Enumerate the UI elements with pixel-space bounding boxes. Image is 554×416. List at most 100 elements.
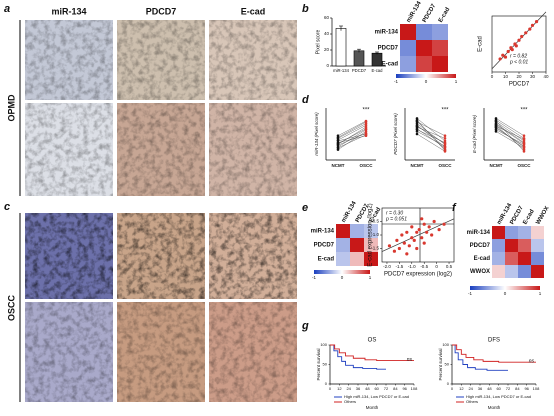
- x-tick-label: OSCC: [517, 163, 531, 168]
- annotation: ***: [520, 108, 528, 114]
- x-tick-label: 12: [459, 386, 464, 391]
- point: [425, 230, 429, 234]
- point: [415, 118, 419, 122]
- panel-label: c: [4, 201, 10, 213]
- y-tick-label: 0: [447, 381, 450, 386]
- panel-label: e: [302, 202, 308, 214]
- colorbar-tick-label: 0: [425, 79, 428, 84]
- point: [336, 138, 340, 142]
- x-tick-label: 24: [468, 386, 473, 391]
- colorbar-tick-label: 1: [539, 291, 542, 296]
- point: [520, 34, 524, 39]
- annotation: r = 0.82: [510, 53, 527, 59]
- x-tick-label: 20: [516, 74, 522, 79]
- pair-line: [495, 123, 525, 143]
- point: [442, 222, 446, 226]
- x-tick-label: 0: [451, 386, 454, 391]
- x-tick-label: 72: [384, 386, 389, 391]
- heatmap-cell: [364, 238, 378, 252]
- x-tick-label: miR-134: [333, 68, 349, 73]
- point: [415, 246, 419, 251]
- pair-line: [416, 128, 446, 149]
- x-tick-label: NCMT: [332, 163, 345, 168]
- point: [410, 236, 414, 240]
- panel-label: d: [302, 94, 309, 106]
- x-tick-label: 10: [503, 74, 509, 79]
- y-axis-label: Percent survival: [316, 348, 321, 380]
- point: [517, 38, 521, 42]
- column-label: E-cad: [522, 208, 536, 225]
- heatmap-cell: [531, 239, 544, 252]
- x-tick-label: 48: [365, 386, 370, 391]
- row-label: OSCC: [6, 295, 16, 322]
- column-header: PDCD7: [146, 6, 177, 16]
- micrograph-texture: [25, 213, 113, 299]
- x-tick-label: -2.0: [383, 264, 391, 269]
- x-tick-label: 36: [356, 386, 361, 391]
- annotation: ns: [529, 358, 535, 364]
- x-tick-label: -1.5: [395, 264, 403, 269]
- point: [443, 149, 447, 152]
- micrograph-texture: [25, 20, 113, 100]
- legend-label: High miR-134, Low PDCD7 or E-cad: [466, 394, 531, 399]
- annotation: r = 0.30: [386, 210, 403, 216]
- heatmap-cell: [505, 239, 518, 252]
- x-tick-label: PDCD7: [352, 68, 367, 73]
- y-tick-label: -1.5: [371, 246, 379, 251]
- x-tick-label: 108: [533, 386, 540, 391]
- heatmap-cell: [400, 24, 416, 40]
- x-axis-label: PDCD7: [509, 82, 530, 88]
- micrograph-texture: [117, 213, 205, 299]
- heatmap-cell: [350, 224, 364, 238]
- micrograph-texture: [25, 302, 113, 402]
- x-tick-label: OSCC: [359, 163, 373, 168]
- micrograph-texture: [117, 103, 205, 196]
- heatmap-cell: [432, 24, 448, 40]
- plot-title: DFS: [488, 338, 500, 344]
- survival-curve: [452, 344, 536, 363]
- colorbar-tick-label: 1: [369, 275, 372, 280]
- panel-label: a: [4, 3, 10, 15]
- point: [443, 137, 447, 140]
- point: [494, 117, 498, 120]
- point: [405, 252, 409, 256]
- x-tick-label: OSCC: [438, 163, 452, 168]
- pair-line: [416, 118, 446, 142]
- pair-line: [337, 125, 367, 141]
- heatmap-cell: [531, 226, 544, 239]
- point: [494, 124, 498, 128]
- heatmap-cell: [416, 24, 432, 40]
- point: [364, 127, 368, 131]
- column-label: E-cad: [438, 6, 452, 23]
- row-label: miR-134: [375, 30, 399, 36]
- heatmap-cell: [432, 56, 448, 72]
- heatmap-cell: [531, 252, 544, 265]
- x-tick-label: 60: [374, 386, 379, 391]
- point: [522, 150, 526, 153]
- pair-line: [495, 125, 525, 150]
- point: [387, 244, 392, 248]
- column-label: PDCD7: [422, 3, 438, 24]
- micrograph-texture: [209, 103, 297, 196]
- pair-line: [337, 134, 367, 149]
- x-tick-label: -0.5: [420, 264, 428, 269]
- pair-line: [337, 131, 367, 150]
- point: [522, 142, 526, 145]
- point: [412, 238, 416, 242]
- row-label: miR-134: [467, 230, 491, 236]
- x-tick-label: E-cad: [372, 68, 384, 73]
- micrograph-texture: [117, 302, 205, 402]
- annotation: p < 0.01: [509, 59, 528, 65]
- panel-label: g: [301, 320, 309, 332]
- heatmap-cell: [518, 226, 531, 239]
- y-axis-label: E-cad expression (log2): [368, 203, 374, 266]
- x-tick-label: 36: [478, 386, 483, 391]
- point: [420, 236, 424, 240]
- point: [503, 55, 508, 59]
- plot-title: OS: [368, 338, 377, 344]
- annotation: ***: [362, 108, 370, 114]
- pair-line: [416, 131, 446, 147]
- pair-line: [495, 124, 525, 144]
- heatmap-cell: [432, 40, 448, 56]
- pair-line: [337, 129, 367, 148]
